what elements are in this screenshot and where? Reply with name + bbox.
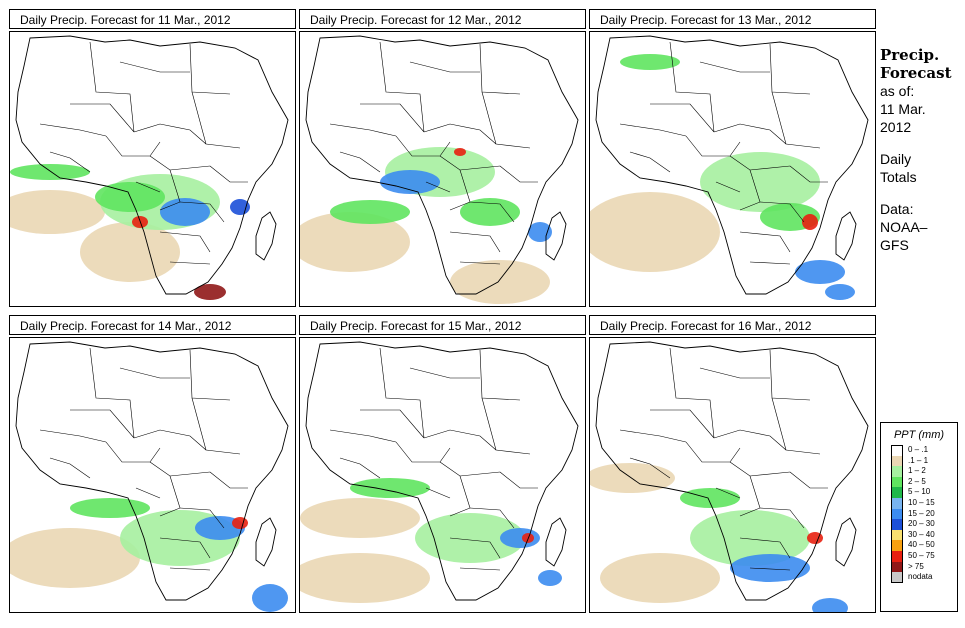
forecast-panel-1: Daily Precip. Forecast for 11 Mar., 2012 (9, 9, 298, 307)
legend-label: 40 – 50 (908, 540, 935, 550)
side-info: Precip. Forecast as of: 11 Mar. 2012 Dai… (880, 46, 964, 254)
precip-map (299, 337, 586, 613)
legend-label: 50 – 75 (908, 550, 935, 560)
legend-item: 2 – 5 (891, 476, 957, 488)
forecast-panel-2: Daily Precip. Forecast for 12 Mar., 2012 (299, 9, 588, 307)
panel-title: Daily Precip. Forecast for 14 Mar., 2012 (9, 315, 296, 335)
forecast-panel-4: Daily Precip. Forecast for 14 Mar., 2012 (9, 315, 298, 613)
legend-item: > 75 (891, 561, 957, 573)
legend-item: 0 – .1 (891, 445, 957, 456)
legend-swatch (891, 519, 903, 530)
panel-title: Daily Precip. Forecast for 12 Mar., 2012 (299, 9, 586, 29)
legend-label: nodata (908, 572, 933, 582)
legend-item: 20 – 30 (891, 519, 957, 530)
legend-label: .1 – 1 (908, 455, 929, 465)
legend-swatch (891, 487, 903, 498)
legend-item: 1 – 2 (891, 466, 957, 477)
legend-swatch (891, 561, 903, 573)
totals-line2: Totals (880, 169, 917, 185)
legend-swatch (891, 466, 903, 477)
legend-item: 50 – 75 (891, 550, 957, 562)
legend-swatch (891, 550, 903, 562)
legend-title: PPT (mm) (893, 429, 945, 441)
legend-label: 1 – 2 (908, 466, 926, 476)
legend-swatch (891, 540, 903, 551)
legend-swatch (891, 476, 903, 488)
legend-label: > 75 (908, 561, 924, 571)
asof-line2: 11 Mar. (880, 101, 926, 117)
legend-label: 0 – .1 (908, 445, 929, 454)
legend-item: 10 – 15 (891, 497, 957, 509)
forecast-panel-5: Daily Precip. Forecast for 15 Mar., 2012 (299, 315, 588, 613)
precip-map (9, 31, 296, 307)
legend-swatch (891, 508, 903, 520)
forecast-panel-6: Daily Precip. Forecast for 16 Mar., 2012 (589, 315, 878, 613)
legend-swatch (891, 455, 903, 467)
panel-title: Daily Precip. Forecast for 15 Mar., 2012 (299, 315, 586, 335)
precip-map (299, 31, 586, 307)
panel-title: Daily Precip. Forecast for 16 Mar., 2012 (589, 315, 876, 335)
legend-swatch (891, 497, 903, 509)
data-line1: Data: (880, 201, 914, 217)
legend-item: 30 – 40 (891, 529, 957, 541)
precip-map (589, 31, 876, 307)
legend-item: nodata (891, 572, 957, 583)
legend-item: .1 – 1 (891, 455, 957, 467)
data-line2: NOAA– (880, 219, 928, 235)
precip-map (9, 337, 296, 613)
legend-item: 5 – 10 (891, 487, 957, 498)
legend-label: 2 – 5 (908, 476, 926, 486)
panel-title: Daily Precip. Forecast for 11 Mar., 2012 (9, 9, 296, 29)
legend-item: 15 – 20 (891, 508, 957, 520)
asof-line3: 2012 (880, 119, 912, 135)
legend-label: 15 – 20 (908, 508, 935, 518)
forecast-panel-3: Daily Precip. Forecast for 13 Mar., 2012 (589, 9, 878, 307)
data-line3: GFS (880, 237, 909, 253)
legend-label: 10 – 15 (908, 497, 935, 507)
legend-label: 20 – 30 (908, 519, 935, 529)
side-heading-line2: Forecast (880, 64, 952, 82)
panel-title: Daily Precip. Forecast for 13 Mar., 2012 (589, 9, 876, 29)
side-heading-line1: Precip. (880, 46, 940, 64)
asof-line1: as of: (880, 83, 915, 99)
precip-map (589, 337, 876, 613)
legend-swatch (891, 572, 903, 583)
legend-label: 30 – 40 (908, 529, 935, 539)
legend-label: 5 – 10 (908, 487, 931, 497)
totals-line1: Daily (880, 151, 912, 167)
legend-item: 40 – 50 (891, 540, 957, 551)
legend-swatch (891, 445, 903, 456)
legend-swatch (891, 529, 903, 541)
